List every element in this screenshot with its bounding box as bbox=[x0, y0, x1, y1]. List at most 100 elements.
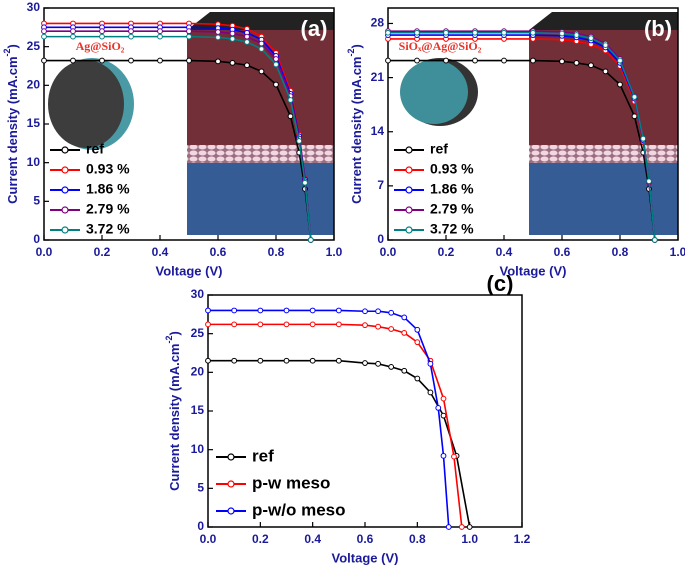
data-point bbox=[559, 30, 565, 37]
y-tick-label: 28 bbox=[371, 16, 385, 30]
data-point bbox=[41, 33, 47, 40]
data-point bbox=[287, 113, 294, 120]
x-axis-label: Voltage (V) bbox=[156, 263, 223, 278]
y-tick-label: 0 bbox=[33, 232, 40, 246]
legend-marker bbox=[61, 166, 69, 174]
data-point bbox=[186, 33, 192, 40]
x-axis-label: Voltage (V) bbox=[500, 263, 567, 278]
legend-marker bbox=[405, 146, 413, 154]
data-point bbox=[205, 357, 211, 364]
legend-marker bbox=[227, 507, 235, 515]
legend-marker bbox=[227, 480, 235, 488]
y-tick-label: 30 bbox=[191, 287, 205, 301]
inset-label: Ag@SiO₂ bbox=[76, 39, 125, 53]
x-tick-label: 0.4 bbox=[304, 532, 321, 546]
data-point bbox=[414, 29, 420, 36]
data-point bbox=[244, 62, 250, 69]
data-point bbox=[573, 60, 580, 66]
data-point bbox=[231, 307, 238, 314]
legend-label: 0.93 % bbox=[86, 161, 130, 177]
data-point bbox=[273, 56, 279, 62]
x-tick-label: 0.0 bbox=[380, 245, 397, 259]
data-point bbox=[617, 81, 623, 88]
data-point bbox=[451, 453, 457, 460]
data-point bbox=[186, 28, 192, 35]
series-line bbox=[208, 309, 450, 528]
legend-label: ref bbox=[252, 446, 274, 465]
x-tick-label: 0.6 bbox=[210, 245, 227, 259]
data-point bbox=[440, 412, 447, 419]
inset-label: SiOₓ@Ag@SiO₂ bbox=[399, 39, 482, 53]
data-point bbox=[501, 29, 507, 36]
data-point bbox=[205, 307, 211, 314]
plot-frame bbox=[387, 7, 679, 241]
data-point bbox=[631, 113, 638, 120]
data-point bbox=[401, 367, 408, 374]
data-point bbox=[375, 323, 381, 330]
y-tick-label: 21 bbox=[371, 70, 385, 84]
inset-a bbox=[48, 12, 334, 235]
data-point bbox=[244, 39, 250, 45]
legend-marker bbox=[61, 226, 69, 234]
data-point bbox=[335, 307, 342, 314]
data-point bbox=[335, 357, 342, 364]
data-point bbox=[229, 30, 236, 37]
legend-label: 2.79 % bbox=[86, 201, 130, 217]
y-tick-label: 15 bbox=[191, 403, 205, 417]
data-point bbox=[307, 237, 314, 243]
data-point bbox=[445, 524, 452, 530]
x-tick-label: 0.6 bbox=[357, 532, 374, 546]
data-point bbox=[99, 28, 105, 35]
data-point bbox=[309, 307, 316, 314]
data-point bbox=[273, 61, 279, 68]
data-point bbox=[375, 308, 381, 315]
data-point bbox=[186, 57, 192, 64]
y-tick-label: 0 bbox=[197, 519, 204, 533]
data-point bbox=[602, 68, 609, 75]
panel-label: (a) bbox=[301, 16, 328, 41]
y-tick-label: 20 bbox=[27, 78, 41, 92]
y-tick-label: 30 bbox=[27, 0, 41, 14]
data-point bbox=[335, 321, 342, 328]
y-axis-label-sup: -2 bbox=[346, 48, 356, 56]
data-point bbox=[157, 28, 163, 35]
x-tick-label: 0.2 bbox=[252, 532, 269, 546]
y-axis-label-sup: -2 bbox=[2, 48, 12, 56]
data-point bbox=[443, 29, 449, 36]
data-point bbox=[128, 57, 134, 64]
y-tick-label: 5 bbox=[33, 194, 40, 208]
data-point bbox=[401, 314, 408, 321]
data-point bbox=[443, 57, 449, 64]
data-point bbox=[414, 339, 421, 346]
data-point bbox=[472, 57, 478, 64]
y-tick-label: 25 bbox=[191, 326, 205, 340]
data-point bbox=[559, 58, 565, 65]
legend-label: 3.72 % bbox=[86, 221, 130, 237]
data-point bbox=[631, 94, 638, 100]
data-point bbox=[362, 308, 368, 315]
data-point bbox=[427, 389, 434, 396]
data-point bbox=[472, 29, 478, 36]
inset-disc bbox=[48, 60, 124, 148]
data-point bbox=[229, 60, 236, 66]
data-point bbox=[257, 357, 264, 364]
data-point bbox=[501, 57, 507, 64]
data-point bbox=[157, 33, 163, 40]
data-point bbox=[99, 57, 105, 64]
legend-marker bbox=[405, 186, 413, 194]
data-point bbox=[573, 32, 580, 38]
legend-marker bbox=[405, 226, 413, 234]
data-point bbox=[215, 34, 221, 41]
data-point bbox=[385, 57, 391, 64]
y-axis-label-text: Current density (mA.cm bbox=[167, 343, 182, 490]
data-point bbox=[427, 360, 434, 367]
data-point bbox=[440, 395, 447, 402]
device-layer bbox=[187, 145, 334, 163]
legend-label: 1.86 % bbox=[430, 181, 474, 197]
legend-marker bbox=[227, 453, 235, 461]
legend-label: 2.79 % bbox=[430, 201, 474, 217]
y-tick-label: 15 bbox=[27, 116, 41, 130]
x-tick-label: 1.2 bbox=[514, 532, 531, 546]
x-tick-label: 0.0 bbox=[36, 245, 53, 259]
y-axis-label-end: ) bbox=[349, 44, 364, 48]
